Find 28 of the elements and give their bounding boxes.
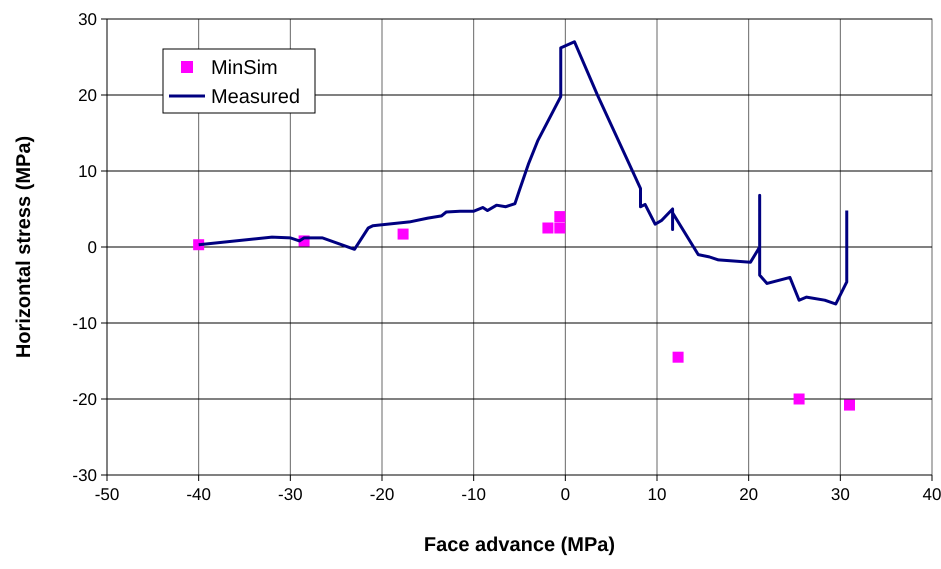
x-tick-label: -20 bbox=[370, 485, 394, 504]
y-tick-label: -30 bbox=[72, 466, 97, 485]
x-tick-label: -30 bbox=[278, 485, 303, 504]
y-tick-label: 30 bbox=[78, 10, 97, 29]
y-tick-label: -10 bbox=[72, 314, 97, 333]
point bbox=[542, 222, 554, 234]
x-axis-title: Face advance (MPa) bbox=[424, 534, 616, 556]
x-tick-label: 0 bbox=[560, 485, 570, 504]
x-tick-label: 10 bbox=[648, 485, 666, 504]
point bbox=[672, 352, 684, 363]
x-tick-label: -40 bbox=[186, 485, 211, 504]
point bbox=[554, 222, 566, 234]
point bbox=[794, 394, 805, 404]
x-tick-label: -10 bbox=[461, 485, 486, 504]
x-tick-label: -50 bbox=[94, 485, 120, 504]
x-tick-label: 40 bbox=[922, 485, 941, 504]
x-tick-label: 30 bbox=[830, 485, 850, 504]
legend-label: Measured bbox=[211, 86, 300, 108]
y-tick-label: 0 bbox=[88, 238, 97, 257]
point bbox=[398, 228, 409, 240]
y-tick-label: 10 bbox=[78, 162, 97, 181]
y-tick-label: 20 bbox=[78, 86, 97, 105]
legend-label: MinSim bbox=[211, 57, 278, 79]
point bbox=[554, 211, 566, 222]
point bbox=[844, 400, 855, 411]
y-axis-title: Horizontal stress (MPa) bbox=[13, 136, 35, 358]
y-tick-label: -20 bbox=[72, 390, 97, 409]
x-tick-label: 20 bbox=[739, 485, 758, 504]
